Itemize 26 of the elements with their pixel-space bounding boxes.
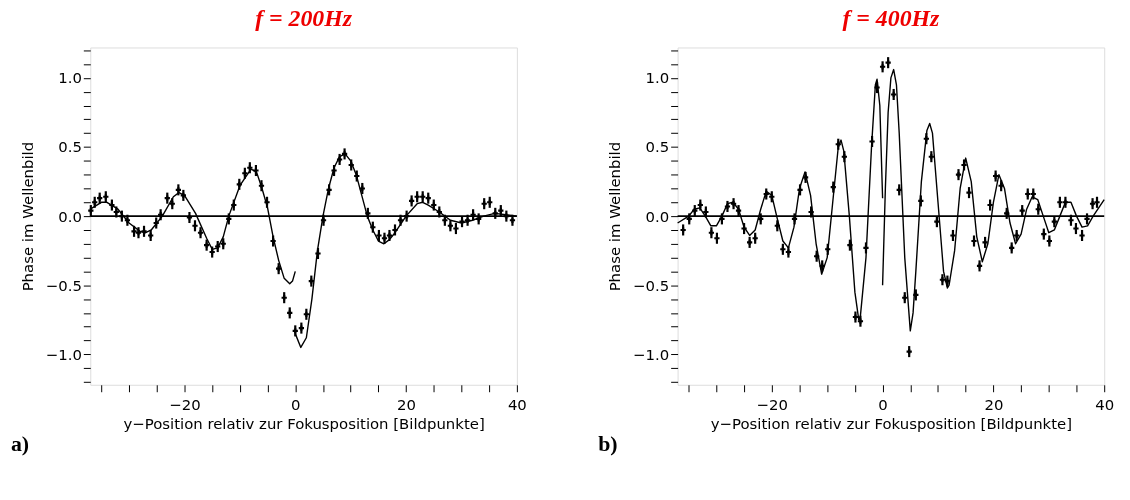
x-axis-title: y−Position relativ zur Fokusposition [Bildpunkte] <box>710 414 1072 433</box>
y-tick-label: −0.5 <box>633 276 670 295</box>
y-tick-label: 1.0 <box>58 69 82 88</box>
y-tick-label: −0.5 <box>45 276 82 295</box>
chart-title: f = 200Hz <box>255 5 353 32</box>
x-tick-label: 20 <box>984 396 1004 415</box>
x-tick-label: −20 <box>756 396 788 415</box>
x-tick-label: −20 <box>169 396 201 415</box>
y-axis-title: Phase im Wellenbild <box>606 141 625 292</box>
x-tick-label: 40 <box>507 396 527 415</box>
y-tick-label: −1.0 <box>45 345 82 364</box>
x-tick-label: 20 <box>397 396 417 415</box>
text: a) <box>10 432 30 457</box>
x-axis-title: y−Position relativ zur Fokusposition [Bildpunkte] <box>123 414 485 433</box>
y-tick-label: −1.0 <box>633 345 670 364</box>
x-tick-label: 0 <box>878 396 888 415</box>
x-tick-label: 0 <box>291 396 301 415</box>
y-axis-title: Phase im Wellenbild <box>18 141 37 292</box>
chart-title: f = 400Hz <box>842 5 941 32</box>
x-tick-label: 40 <box>1095 396 1115 415</box>
y-tick-label: 1.0 <box>645 69 670 88</box>
y-tick-label: 0.0 <box>58 207 82 226</box>
text: b) <box>598 432 618 457</box>
y-tick-label: 0.5 <box>645 138 670 157</box>
y-tick-label: 0.0 <box>645 207 670 226</box>
y-tick-label: 0.5 <box>58 138 82 157</box>
